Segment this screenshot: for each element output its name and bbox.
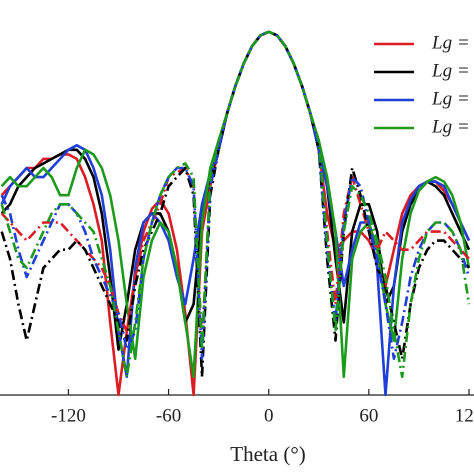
legend-label: Lg = bbox=[431, 116, 470, 137]
series-line bbox=[0, 30, 471, 379]
x-axis-title: Theta (°) bbox=[230, 442, 305, 466]
series-line bbox=[0, 30, 470, 379]
x-tick-label: -120 bbox=[51, 405, 86, 426]
x-tick-label: 0 bbox=[264, 405, 274, 426]
series-line bbox=[0, 30, 471, 360]
legend-label: Lg = bbox=[431, 88, 470, 109]
x-tick-label: 60 bbox=[359, 405, 378, 426]
legend-label: Lg = bbox=[431, 32, 470, 53]
x-tick-label: -60 bbox=[156, 405, 181, 426]
legend-label: Lg = bbox=[431, 60, 470, 81]
x-tick-label: 120 bbox=[455, 405, 474, 426]
